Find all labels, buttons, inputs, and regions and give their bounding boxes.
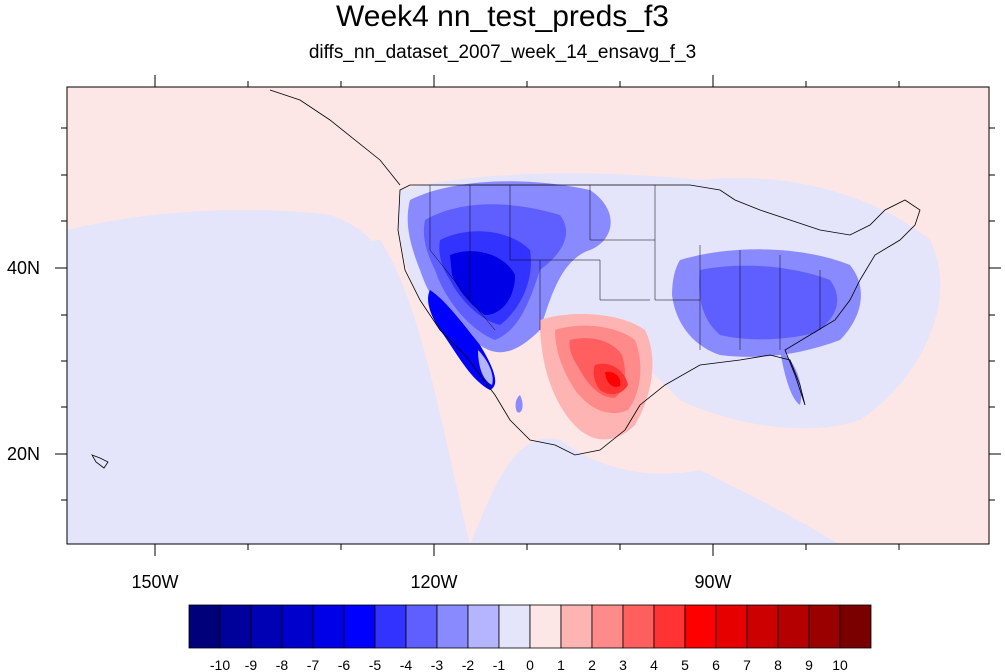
colorbar-label: -7: [307, 657, 320, 672]
colorbar-label: -1: [493, 657, 506, 672]
colorbar-swatch: [715, 604, 748, 649]
colorbar-swatch: [684, 604, 717, 649]
colorbar-label: -3: [431, 657, 444, 672]
map-title: Week4 nn_test_preds_f3: [335, 0, 669, 33]
colorbar-label: 1: [557, 657, 565, 672]
colorbar-swatch: [188, 604, 221, 649]
hawaii-outline: [91, 454, 109, 469]
colorbar-label: 2: [588, 657, 596, 672]
map-subtitle: diffs_nn_dataset_2007_week_14_ensavg_f_3: [308, 42, 697, 63]
colorbar-label: -5: [369, 657, 382, 672]
colorbar-swatch: [746, 604, 779, 649]
colorbar-swatch: [839, 604, 872, 649]
state-borders: [429, 185, 821, 350]
colorbar-swatch: [219, 604, 252, 649]
colorbar-label: 5: [681, 657, 689, 672]
colorbar-swatch: [374, 604, 407, 649]
colorbar-swatch: [281, 604, 314, 649]
colorbar-label: -10: [210, 657, 230, 672]
colorbar-swatch: [653, 604, 686, 649]
colorbar-swatch: [560, 604, 593, 649]
colorbar-labels: -10 -9 -8 -7 -6 -5 -4 -3 -2 -1 0 1 2 3 4 5 6 7 8 9 10: [210, 657, 848, 672]
lon-label-120w: 120W: [410, 572, 457, 592]
colorbar: [188, 604, 872, 649]
colorbar-label: 7: [743, 657, 751, 672]
colorbar-swatch: [529, 604, 562, 649]
colorbar-swatch: [808, 604, 841, 649]
colorbar-swatch: [498, 604, 531, 649]
colorbar-label: -2: [462, 657, 475, 672]
colorbar-label: 3: [619, 657, 627, 672]
lon-label-150w: 150W: [131, 572, 178, 592]
colorbar-label: 6: [712, 657, 720, 672]
colorbar-swatch: [250, 604, 283, 649]
colorbar-label: 8: [774, 657, 782, 672]
colorbar-swatch: [405, 604, 438, 649]
gulf-blue-zone: [470, 438, 839, 544]
colorbar-label: -9: [245, 657, 258, 672]
colorbar-label: 0: [526, 657, 534, 672]
coastline-outline: [269, 89, 921, 456]
colorbar-swatch: [467, 604, 500, 649]
pacific-blue-zone: [67, 240, 470, 544]
lat-label-40n: 40N: [7, 258, 40, 278]
colorbar-swatch: [591, 604, 624, 649]
lon-label-90w: 90W: [694, 572, 731, 592]
colorbar-label: 4: [650, 657, 658, 672]
colorbar-label: -6: [338, 657, 351, 672]
colorbar-swatch: [343, 604, 376, 649]
colorbar-label: -4: [400, 657, 413, 672]
colorbar-swatch: [777, 604, 810, 649]
lon-ticks: [154, 75, 900, 556]
colorbar-swatch: [312, 604, 345, 649]
lat-ticks: [55, 127, 1001, 501]
colorbar-label: -8: [276, 657, 289, 672]
colorbar-label: 10: [832, 657, 848, 672]
pacific-blue-band: [67, 210, 380, 300]
map-field: [67, 87, 989, 544]
colorbar-swatch: [436, 604, 469, 649]
colorbar-swatch: [622, 604, 655, 649]
lat-label-20n: 20N: [7, 444, 40, 464]
colorbar-label: 9: [805, 657, 813, 672]
